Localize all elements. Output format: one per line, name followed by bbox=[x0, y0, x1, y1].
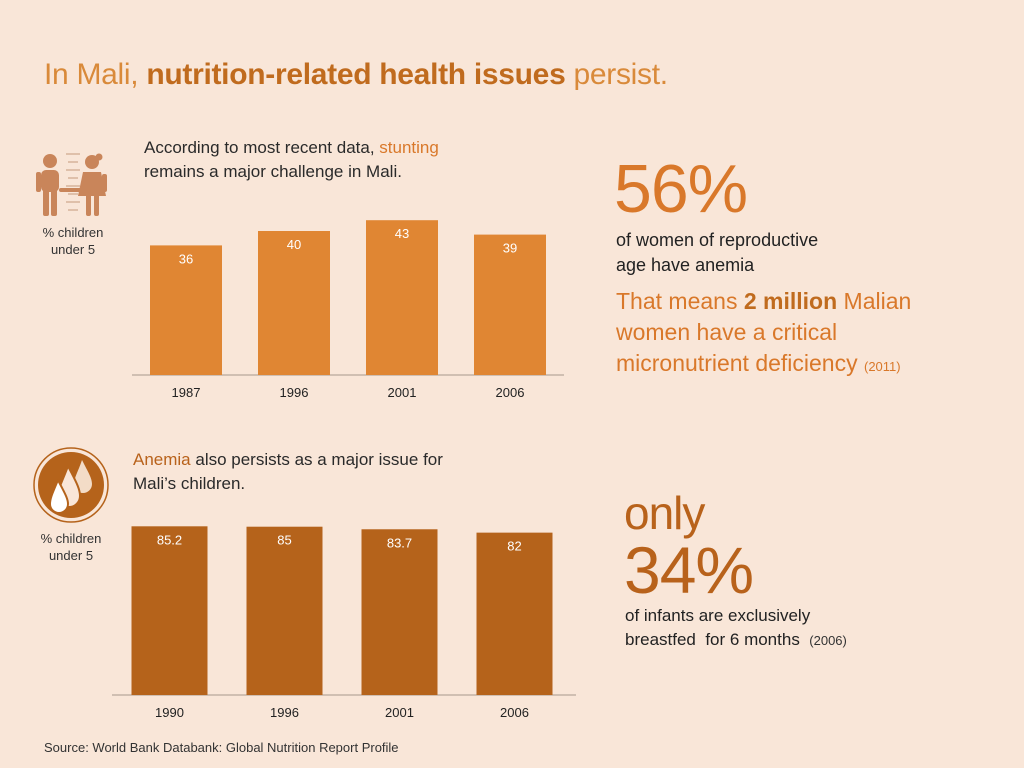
stunting-unit-line2: under 5 bbox=[50, 242, 96, 257]
bar-2001 bbox=[366, 220, 438, 375]
source-note: Source: World Bank Databank: Global Nutr… bbox=[44, 740, 399, 755]
title-prefix: In Mali, bbox=[44, 58, 147, 91]
bar-2006 bbox=[474, 234, 546, 375]
tick-label-1990: 1990 bbox=[155, 705, 184, 720]
anemia-chart: 85.2 1990 85 1996 83.7 2001 82 2006 bbox=[112, 526, 576, 720]
women-desc-line1: of women of reproductive bbox=[616, 230, 819, 250]
data-label-1996: 40 bbox=[287, 237, 301, 252]
data-label-1996: 85 bbox=[277, 533, 291, 548]
stunting-unit-line1: % children bbox=[42, 225, 104, 240]
tick-label-2001: 2001 bbox=[388, 385, 417, 400]
bar-1987 bbox=[150, 245, 222, 375]
title-emphasis: nutrition-related health issues bbox=[146, 58, 566, 91]
anemia-intro: Anemia also persists as a major issue fo… bbox=[133, 448, 443, 496]
means-line1-end: Malian bbox=[837, 288, 912, 314]
women-desc-line2: age have anemia bbox=[616, 255, 755, 275]
bar-1990 bbox=[131, 526, 208, 695]
breastfeed-only: only bbox=[624, 487, 705, 539]
bar-2006 bbox=[476, 532, 553, 695]
tick-label-2006: 2006 bbox=[496, 385, 525, 400]
tick-label-2001: 2001 bbox=[385, 705, 414, 720]
anemia-intro-line1: also persists as a major issue for bbox=[190, 450, 443, 469]
breastfeed-desc-line2: breastfed for 6 months bbox=[625, 630, 800, 649]
anemia-intro-line2: Mali’s children. bbox=[133, 474, 246, 493]
data-label-1990: 85.2 bbox=[157, 532, 182, 547]
means-line1: That means bbox=[616, 288, 744, 314]
stunting-intro-line2: remains a major challenge in Mali. bbox=[144, 162, 402, 181]
bar-2001 bbox=[361, 529, 438, 695]
breastfeed-desc-line1: of infants are exclusively bbox=[625, 606, 811, 625]
data-label-1987: 36 bbox=[179, 251, 193, 266]
means-line2: women have a critical bbox=[616, 319, 838, 345]
data-label-2001: 83.7 bbox=[387, 535, 412, 550]
means-year: (2011) bbox=[864, 359, 901, 374]
breastfeed-percent: 34% bbox=[624, 533, 754, 607]
stunting-chart: 36 1987 40 1996 43 2001 39 2006 bbox=[132, 220, 564, 400]
bar-1996 bbox=[246, 526, 323, 695]
stunting-intro: According to most recent data, stunting … bbox=[144, 136, 439, 184]
tick-label-1996: 1996 bbox=[280, 385, 309, 400]
women-anemia-desc: of women of reproductive age have anemia bbox=[616, 228, 818, 278]
tick-label-1987: 1987 bbox=[172, 385, 201, 400]
tick-label-1996: 1996 bbox=[270, 705, 299, 720]
data-label-2001: 43 bbox=[395, 226, 409, 241]
tick-label-2006: 2006 bbox=[500, 705, 529, 720]
stunting-intro-line1: According to most recent data, bbox=[144, 138, 380, 157]
anemia-highlight: Anemia bbox=[133, 450, 191, 469]
deficiency-statement: That means 2 million Malian women have a… bbox=[616, 286, 1016, 382]
title-suffix: persist. bbox=[565, 58, 668, 91]
anemia-unit-line1: % children bbox=[40, 531, 102, 546]
stunting-highlight: stunting bbox=[379, 138, 439, 157]
means-bold: 2 million bbox=[743, 288, 838, 314]
anemia-unit-line2: under 5 bbox=[48, 548, 94, 563]
bar-1996 bbox=[258, 231, 330, 375]
data-label-2006: 82 bbox=[507, 539, 521, 554]
women-anemia-percent: 56% bbox=[614, 151, 748, 227]
children-icon bbox=[34, 148, 112, 218]
breastfeed-desc: of infants are exclusively breastfed for… bbox=[625, 604, 847, 653]
stunting-unit-label: % children under 5 bbox=[30, 224, 116, 258]
breastfeed-year: (2006) bbox=[809, 633, 847, 648]
data-label-2006: 39 bbox=[503, 241, 517, 256]
means-line3: micronutrient deficiency bbox=[616, 350, 858, 376]
anemia-unit-label: % children under 5 bbox=[28, 530, 114, 564]
drops-icon bbox=[32, 446, 110, 524]
page-title: In Mali, nutrition-related health issues… bbox=[44, 58, 668, 92]
